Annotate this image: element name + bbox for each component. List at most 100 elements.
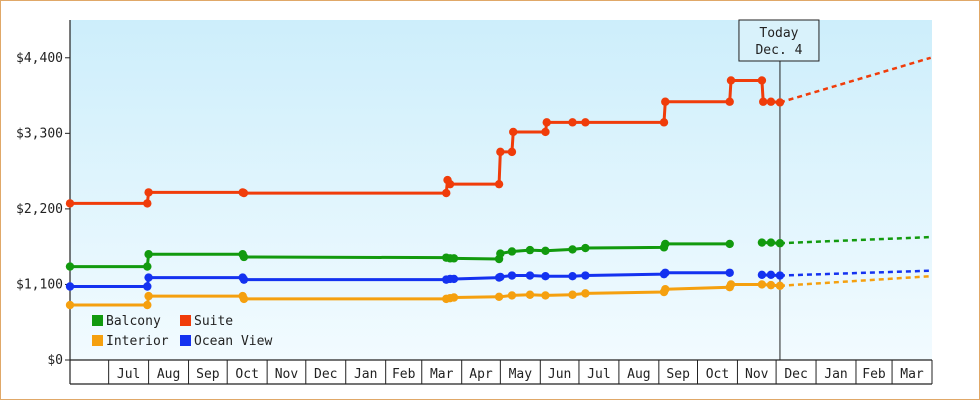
data-point-interior xyxy=(568,290,577,299)
x-tick-label: Feb xyxy=(392,367,416,382)
legend-item-ocean-view: Ocean View xyxy=(180,334,272,349)
data-point-ocean-view xyxy=(525,271,535,280)
data-point-balcony xyxy=(725,239,734,249)
today-callout-box xyxy=(738,19,820,62)
plot-background xyxy=(70,20,932,360)
data-point-suite xyxy=(568,118,577,127)
x-tick-label: Dec xyxy=(784,367,807,382)
data-point-suite xyxy=(757,76,767,85)
data-point-suite xyxy=(239,188,249,198)
data-point-suite xyxy=(766,97,776,106)
data-point-interior xyxy=(239,294,249,304)
data-point-ocean-view xyxy=(449,274,459,284)
data-point-suite xyxy=(143,199,152,208)
legend-swatch-interior xyxy=(92,335,103,346)
data-point-balcony xyxy=(507,247,517,256)
data-point-balcony xyxy=(143,262,152,271)
data-point-ocean-view xyxy=(775,271,785,280)
legend-label-balcony: Balcony xyxy=(106,314,161,329)
legend-swatch-suite xyxy=(180,315,191,326)
x-tick-label: Nov xyxy=(275,367,299,382)
legend-item-balcony: Balcony xyxy=(92,314,161,329)
y-tick-label: $1,100 xyxy=(16,277,63,292)
data-point-ocean-view xyxy=(541,272,550,281)
data-point-ocean-view xyxy=(143,282,152,291)
today-callout-text: Today xyxy=(759,26,798,41)
x-tick-label: Jun xyxy=(548,367,571,382)
y-axis: $0 $1,100 $2,200 $3,300 $4,400 xyxy=(16,20,71,384)
data-point-suite xyxy=(509,127,518,137)
x-tick-label: Mar xyxy=(900,367,924,382)
data-point-interior xyxy=(541,291,550,300)
data-point-balcony xyxy=(581,243,590,253)
data-point-ocean-view xyxy=(144,273,153,282)
data-point-interior xyxy=(775,281,785,291)
data-point-interior xyxy=(494,292,504,302)
data-point-ocean-view xyxy=(65,282,75,291)
series-projection-balcony xyxy=(779,235,931,245)
data-point-interior xyxy=(726,280,736,289)
series-projection-ocean-view xyxy=(779,269,931,277)
data-point-interior xyxy=(766,280,776,290)
data-point-balcony xyxy=(775,239,785,248)
data-point-balcony xyxy=(239,252,249,262)
series-interior xyxy=(65,274,931,310)
legend-item-interior: Interior xyxy=(92,334,169,349)
x-tick-label: Nov xyxy=(745,367,769,382)
data-point-balcony xyxy=(65,262,75,271)
data-point-suite xyxy=(759,97,768,106)
data-point-suite xyxy=(442,188,451,198)
data-point-suite xyxy=(775,98,785,107)
x-tick-label: Sep xyxy=(666,367,690,382)
x-tick-label: Feb xyxy=(862,367,886,382)
data-point-ocean-view xyxy=(766,270,776,280)
today-callout-text: Dec. 4 xyxy=(755,43,802,58)
legend-swatch-balcony xyxy=(92,315,103,326)
data-point-suite xyxy=(65,199,75,208)
x-tick-label: Mar xyxy=(430,367,454,382)
data-point-suite xyxy=(144,188,153,197)
x-tick-label: May xyxy=(509,367,533,382)
series-projection-interior xyxy=(779,274,931,288)
data-point-suite xyxy=(659,118,669,127)
data-point-suite xyxy=(542,118,551,127)
data-point-balcony xyxy=(568,245,577,254)
data-point-suite xyxy=(494,179,504,189)
data-point-balcony xyxy=(144,250,153,259)
x-tick-label: Sep xyxy=(196,367,220,382)
data-point-interior xyxy=(449,293,459,302)
data-point-interior xyxy=(65,300,75,310)
x-tick-label: Aug xyxy=(627,367,650,382)
x-axis: Jul Aug Sep Oct Nov Dec Jan Feb Mar Apr May Jun Jul A… xyxy=(70,359,933,385)
y-tick-label: $3,300 xyxy=(16,126,63,141)
series-ocean-view xyxy=(65,268,931,291)
legend-swatch-ocean-view xyxy=(180,335,191,346)
legend-label-ocean-view: Ocean View xyxy=(194,334,272,349)
data-point-balcony xyxy=(449,254,459,263)
data-point-suite xyxy=(725,97,734,106)
x-tick-label: Aug xyxy=(157,367,180,382)
data-point-interior xyxy=(581,289,590,298)
data-point-suite xyxy=(661,97,670,106)
legend-label-interior: Interior xyxy=(106,334,169,349)
data-point-ocean-view xyxy=(239,275,249,284)
data-point-suite xyxy=(581,118,590,127)
data-point-balcony xyxy=(661,239,670,249)
data-point-interior xyxy=(507,291,517,300)
y-tick-label: $0 xyxy=(47,353,63,368)
x-tick-label: Oct xyxy=(706,367,729,382)
data-point-ocean-view xyxy=(496,272,505,282)
x-tick-label: Jan xyxy=(824,367,847,382)
data-point-balcony xyxy=(541,246,550,255)
series-balcony xyxy=(65,235,931,271)
data-point-ocean-view xyxy=(661,268,670,277)
data-point-interior xyxy=(143,300,152,310)
y-tick-label: $4,400 xyxy=(16,51,63,66)
legend-label-suite: Suite xyxy=(194,314,233,329)
data-point-suite xyxy=(507,147,517,157)
x-tick-label: Dec xyxy=(314,367,337,382)
series-suite xyxy=(65,56,932,208)
x-tick-label: Jul xyxy=(587,367,610,382)
data-point-suite xyxy=(726,76,736,85)
